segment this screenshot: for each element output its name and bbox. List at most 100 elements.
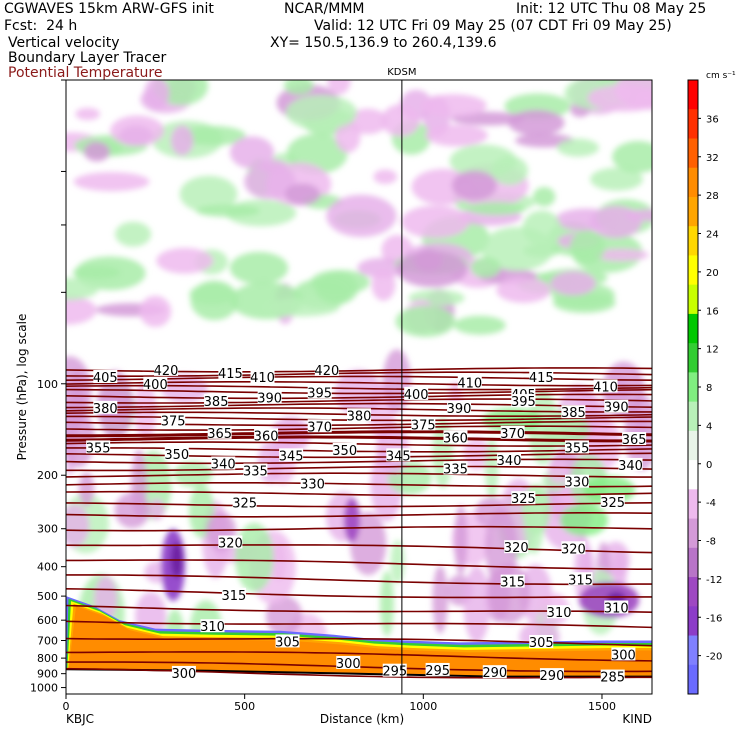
right-station-label: KIND	[622, 712, 652, 726]
colorbar-swatch	[688, 109, 698, 139]
isentrope-label: 375	[161, 414, 186, 429]
w-blob	[379, 571, 394, 637]
colorbar-swatch	[688, 255, 698, 286]
isentrope-line	[66, 574, 652, 586]
w-blob	[180, 125, 246, 146]
isentrope-label-bg	[254, 428, 279, 442]
isentrope-label-bg	[600, 495, 625, 509]
isentrope-label-bg	[504, 540, 529, 554]
w-blob	[75, 107, 101, 121]
isentrope-label-bg	[243, 463, 268, 477]
colorbar-tick-label: 12	[706, 345, 719, 356]
w-blob	[229, 251, 289, 285]
isentrope-label: 360	[254, 430, 279, 445]
isentrope-label: 310	[604, 601, 629, 616]
isentrope-label-bg	[443, 430, 468, 444]
isentrope-line	[66, 430, 652, 438]
w-blob	[463, 566, 491, 643]
w-blob	[73, 172, 150, 192]
w-blob	[78, 472, 95, 507]
isentrope-label: 420	[154, 364, 179, 379]
y-tick-label: 600	[37, 614, 58, 627]
isentrope-label-bg	[600, 669, 625, 683]
colorbar-swatch	[688, 313, 698, 344]
colorbar-tick-label: 20	[706, 268, 719, 279]
w-blob	[470, 257, 501, 279]
isentrope-label-bg	[143, 376, 168, 390]
w-blob	[285, 94, 357, 131]
colorbar-units: cm s⁻¹	[706, 71, 736, 81]
w-blob	[244, 164, 296, 200]
isentrope-label-bg	[161, 413, 186, 427]
vertical-velocity-shading	[66, 80, 652, 660]
w-blob	[327, 80, 351, 95]
isentrope-label: 350	[164, 448, 189, 463]
isentrope-line	[66, 559, 652, 570]
colorbar-tick-label: -20	[706, 652, 722, 663]
isentrope-label-bg	[279, 448, 304, 462]
isentrope-line	[66, 441, 652, 447]
w-blob	[119, 125, 153, 146]
isentrope-label-bg	[300, 476, 325, 490]
isentrope-label-bg	[618, 457, 643, 471]
isentrope-label-bg	[171, 665, 196, 679]
w-blob	[454, 505, 468, 576]
w-blob	[612, 140, 652, 173]
w-blob	[357, 257, 406, 278]
w-blob	[532, 187, 556, 207]
isentrope-label: 410	[593, 380, 618, 395]
isentrope-label: 340	[497, 454, 522, 469]
isentrope-label-bg	[604, 600, 629, 614]
isentrope-label-bg	[622, 432, 647, 446]
isentrope-line	[66, 588, 652, 599]
w-blob	[449, 144, 517, 178]
isentrope-line	[66, 393, 652, 400]
w-blob	[284, 183, 321, 206]
y-tick-label: 500	[37, 590, 58, 603]
w-blob	[160, 373, 208, 404]
y-tick-label: 1000	[30, 682, 58, 695]
isentrope-label-bg	[204, 394, 229, 408]
isentrope-label-bg	[164, 446, 189, 460]
isentrope-label: 380	[347, 409, 372, 424]
isentrope-label: 315	[568, 573, 593, 588]
w-blob	[195, 204, 261, 218]
w-blob	[401, 205, 470, 239]
colorbar-tick-label: -12	[706, 575, 722, 586]
w-blob	[66, 295, 97, 325]
colorbar-swatch	[688, 547, 698, 578]
w-blob	[481, 226, 554, 271]
isentrope-label-bg	[307, 419, 332, 433]
isentrope-label: 380	[93, 402, 118, 417]
isentrope-label-bg	[497, 452, 522, 466]
org-label: NCAR/MMM	[284, 1, 365, 17]
w-blob-strong	[343, 498, 360, 542]
isentrope-label-bg	[86, 440, 111, 454]
w-blob	[263, 297, 340, 317]
colorbar-swatch	[688, 167, 698, 198]
isentrope-label: 335	[243, 465, 268, 480]
isentrope-label-bg	[529, 635, 554, 649]
colorbar-swatch	[688, 226, 698, 256]
isentrope-line	[66, 371, 652, 377]
w-blob	[467, 201, 526, 216]
isentrope-line	[66, 511, 652, 518]
y-tick-label: 800	[37, 652, 58, 665]
isentrope-label: 340	[618, 459, 643, 474]
isentrope-label-bg	[568, 572, 593, 586]
isentrope-label-bg	[593, 379, 618, 393]
init-time: Init: 12 UTC Thu 08 May 25	[516, 1, 707, 17]
isentrope-label: 400	[143, 378, 168, 393]
w-blob	[612, 550, 627, 593]
isentrope-label-bg	[500, 425, 525, 439]
w-blob	[66, 277, 99, 301]
colorbar-tick-label: 36	[706, 114, 719, 125]
w-blob	[593, 248, 649, 262]
colorbar-swatch	[688, 460, 698, 490]
isentrope-line	[66, 482, 652, 488]
isentrope-label: 325	[232, 497, 257, 512]
colorbar-swatch	[688, 430, 698, 461]
w-blob	[235, 522, 274, 592]
isentrope-label: 395	[511, 395, 536, 410]
isentrope-label-bg	[154, 362, 179, 376]
